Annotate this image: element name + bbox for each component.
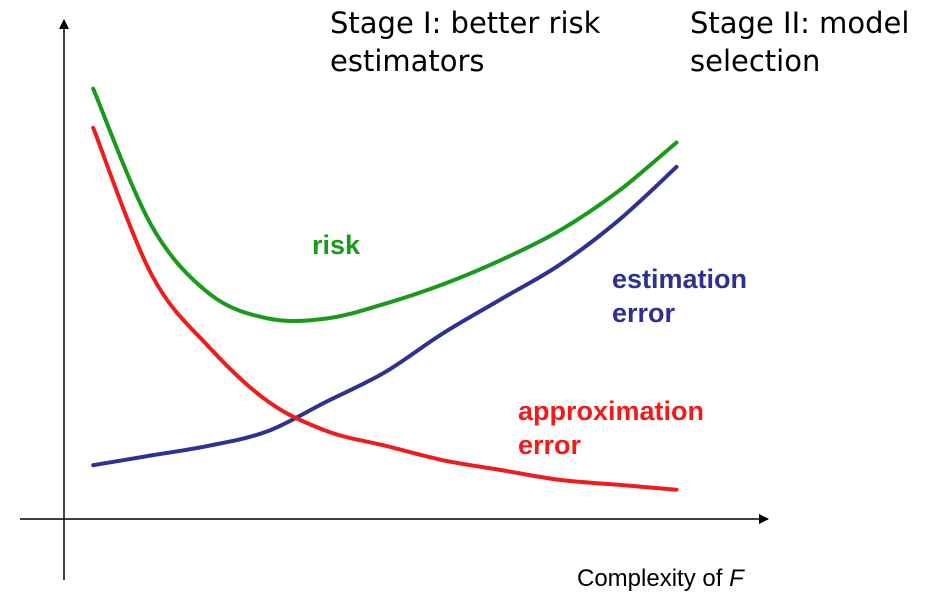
approximation-error-line-2: error [518, 430, 582, 460]
stage-1-line-2: estimators [330, 44, 485, 78]
stage-2-line-1: Stage II: model [690, 6, 910, 40]
approximation-error-label: approximation error [518, 394, 704, 462]
estimation-error-label: estimation error [612, 262, 747, 330]
series-layer [91, 86, 679, 492]
risk-label: risk [312, 228, 360, 262]
x-axis-label-prefix: Complexity of [577, 565, 730, 592]
estimation-error-line-2: error [612, 298, 676, 328]
approximation-error-line-1: approximation [518, 396, 705, 426]
risk-curve [91, 86, 679, 323]
stage-2-heading: Stage II: model selection [690, 4, 909, 80]
approximation-error-curve [91, 125, 679, 492]
stage-2-line-2: selection [690, 44, 821, 78]
x-axis-label-symbol: F [729, 565, 744, 592]
estimation-error-curve [91, 164, 679, 468]
risk-label-text: risk [312, 230, 361, 260]
x-axis-label: Complexity of F [577, 565, 744, 593]
stage-1-heading: Stage I: better risk estimators [330, 4, 600, 80]
stage-1-line-1: Stage I: better risk [330, 6, 601, 40]
estimation-error-line-1: estimation [612, 264, 748, 294]
